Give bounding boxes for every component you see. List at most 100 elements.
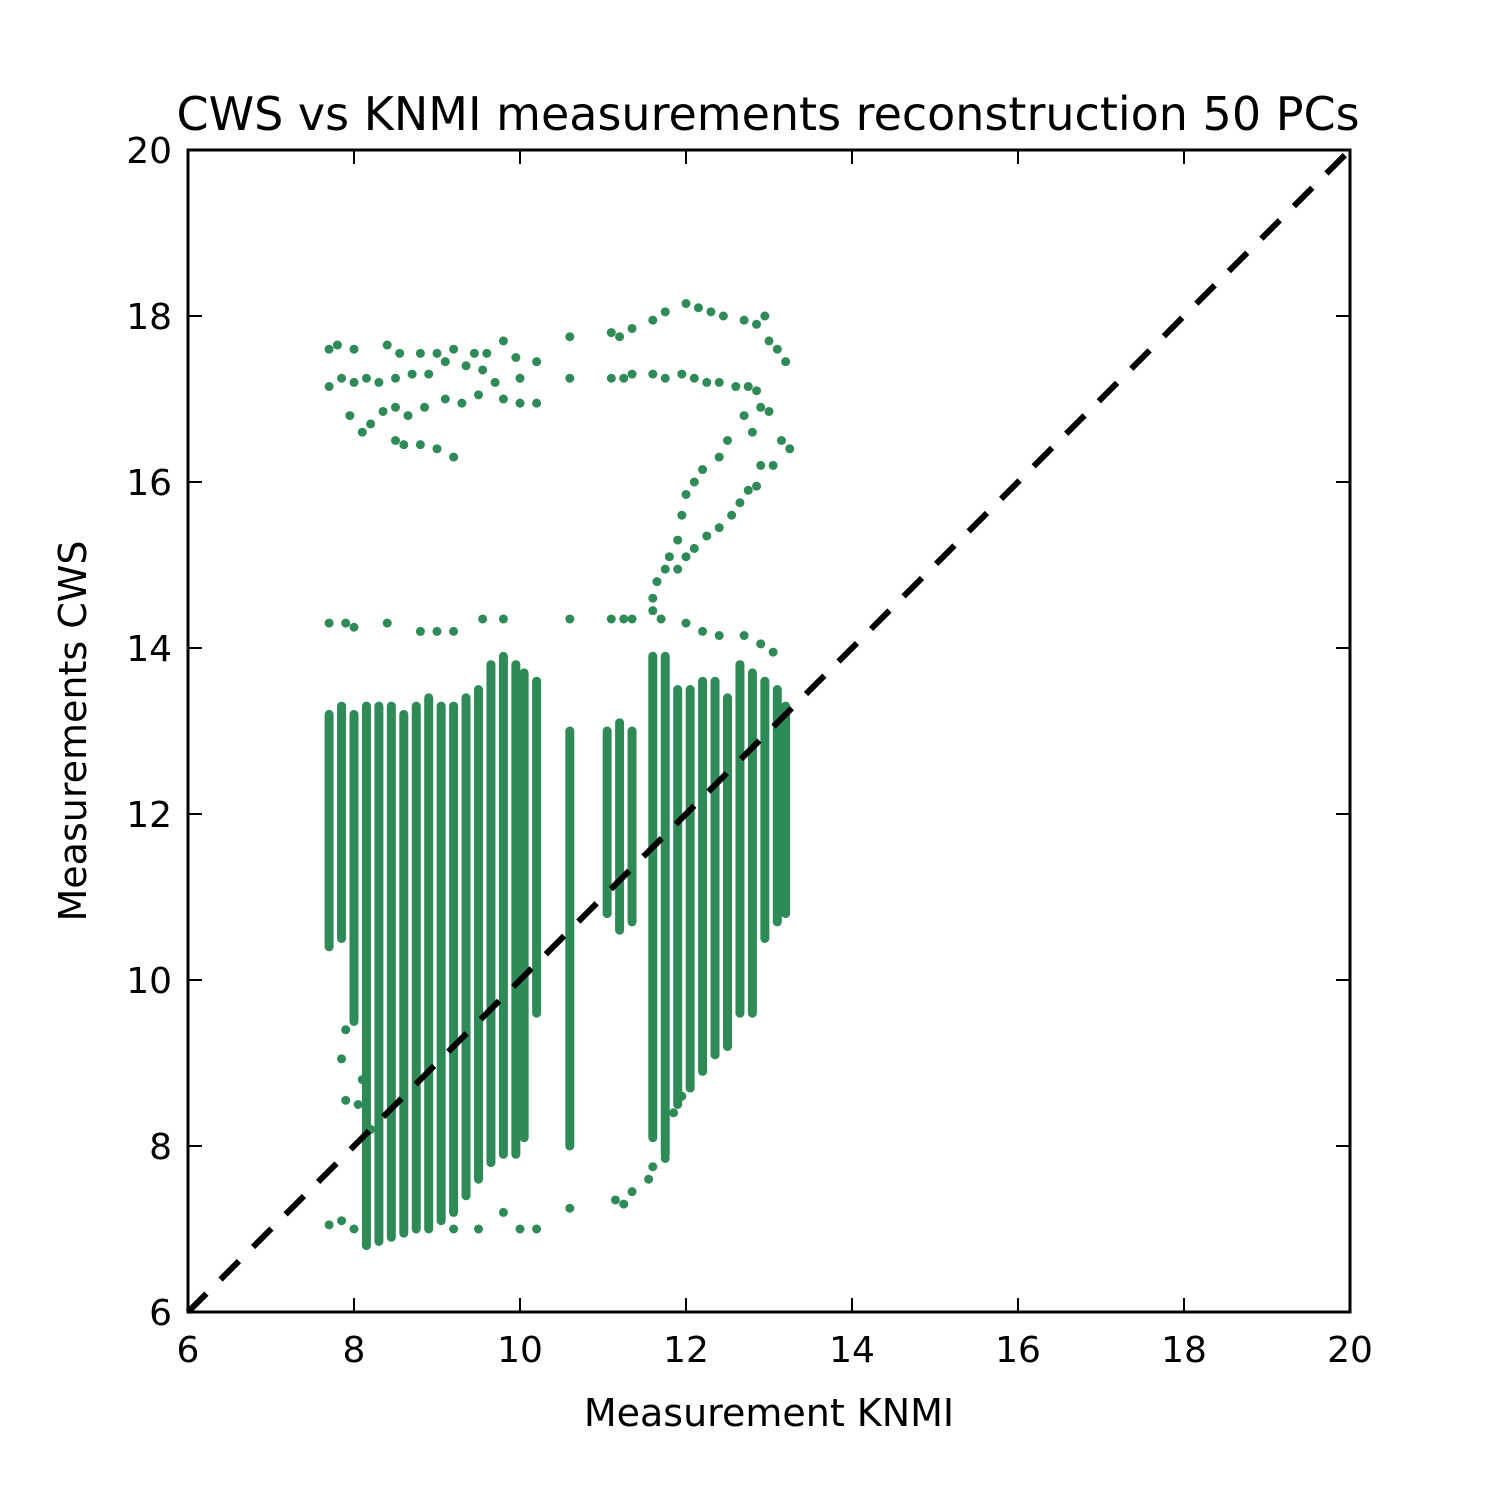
x-tick-label: 18	[1161, 1330, 1207, 1371]
data-point	[606, 328, 616, 338]
data-point	[440, 357, 450, 367]
data-point	[449, 626, 459, 636]
data-point	[702, 377, 712, 387]
data-point	[681, 618, 691, 628]
data-point	[768, 647, 778, 657]
data-point	[615, 332, 625, 342]
data-point	[764, 336, 774, 346]
data-point	[391, 373, 400, 383]
data-point	[644, 1174, 654, 1184]
data-point	[461, 361, 471, 371]
x-tick-label: 12	[663, 1330, 709, 1371]
data-point	[664, 552, 674, 562]
data-point	[449, 344, 459, 354]
chart-title: CWS vs KNMI measurements reconstruction …	[176, 87, 1359, 141]
data-point	[648, 315, 658, 325]
data-point	[357, 1075, 367, 1085]
data-point-column	[735, 660, 745, 1018]
y-tick-label: 14	[126, 629, 172, 670]
data-point-column	[772, 685, 782, 927]
data-point	[652, 577, 662, 587]
data-point	[337, 1054, 347, 1064]
data-point	[648, 606, 658, 616]
data-point-column	[660, 651, 670, 1159]
data-point	[391, 402, 400, 412]
data-point	[714, 523, 724, 533]
data-point	[490, 377, 500, 387]
x-tick-label: 16	[995, 1330, 1041, 1371]
data-point-column	[511, 660, 521, 1159]
data-point	[415, 440, 425, 450]
x-tick-label: 6	[177, 1330, 200, 1371]
data-point	[764, 406, 774, 416]
data-point	[768, 460, 778, 470]
data-point-column	[474, 685, 483, 1184]
data-point	[532, 1224, 542, 1234]
data-point	[606, 614, 616, 624]
data-point	[702, 531, 712, 541]
data-point	[689, 477, 699, 487]
data-point	[449, 452, 459, 462]
data-point-column	[411, 701, 421, 1234]
data-point	[474, 390, 483, 400]
y-tick-label: 20	[126, 131, 172, 172]
y-tick-label: 18	[126, 297, 172, 338]
data-point	[332, 340, 342, 350]
data-point	[739, 315, 749, 325]
data-point	[747, 427, 757, 437]
data-point-column	[449, 701, 459, 1217]
data-point	[432, 348, 442, 358]
data-point-column	[424, 693, 434, 1234]
data-point	[532, 357, 542, 367]
data-point	[449, 1224, 459, 1234]
data-point	[349, 622, 359, 632]
data-point	[324, 382, 334, 392]
data-point	[374, 377, 384, 387]
data-point-column	[532, 676, 542, 1018]
data-point-column	[615, 718, 625, 935]
data-point	[341, 1025, 351, 1035]
data-point	[739, 631, 749, 641]
data-point	[648, 369, 658, 379]
data-point	[345, 411, 355, 421]
data-point	[432, 626, 442, 636]
data-point	[714, 452, 724, 462]
data-point	[432, 444, 442, 454]
data-point-column	[337, 701, 347, 943]
data-point	[337, 373, 347, 383]
data-point	[756, 460, 766, 470]
data-point	[660, 564, 670, 574]
data-point	[752, 481, 762, 491]
data-point-column	[602, 726, 612, 919]
data-point	[669, 1108, 679, 1118]
data-point	[693, 303, 703, 313]
data-point	[606, 373, 616, 383]
data-point	[781, 357, 791, 367]
data-point	[785, 444, 795, 454]
data-point	[324, 344, 334, 354]
y-axis-label: Measurements CWS	[51, 541, 95, 922]
data-point	[361, 373, 371, 383]
x-tick-label: 14	[829, 1330, 875, 1371]
data-point	[565, 614, 575, 624]
data-point	[532, 398, 542, 408]
data-point	[357, 427, 367, 437]
x-axis-label: Measurement KNMI	[584, 1391, 954, 1435]
data-point	[478, 365, 488, 375]
data-point	[756, 639, 766, 649]
data-point-column	[519, 668, 529, 1143]
data-point	[752, 386, 762, 396]
data-point	[776, 436, 786, 445]
data-point	[752, 319, 762, 329]
data-point	[739, 411, 749, 421]
data-point	[648, 593, 658, 603]
data-point	[403, 411, 413, 421]
data-point	[698, 465, 708, 475]
data-point-column	[673, 685, 683, 1109]
data-point	[727, 510, 737, 520]
data-point	[515, 398, 525, 408]
data-point	[511, 353, 521, 362]
data-point	[619, 614, 629, 624]
data-point	[515, 373, 525, 383]
